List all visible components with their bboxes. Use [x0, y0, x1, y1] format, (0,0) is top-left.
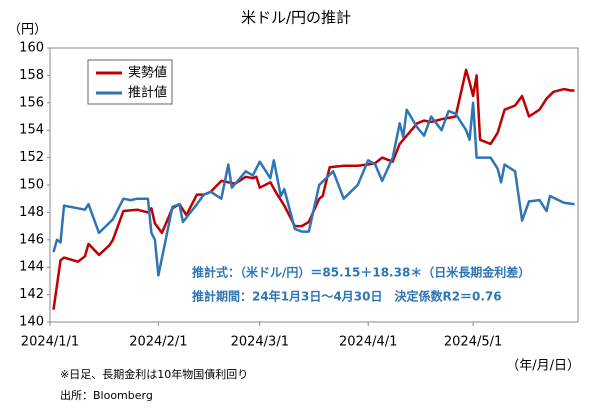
- legend-box: [87, 59, 173, 105]
- y-tick-label: 156: [19, 95, 44, 110]
- y-tick-label: 144: [19, 260, 44, 275]
- footnote: 出所：Bloomberg: [60, 388, 153, 402]
- annotation: 推計式：（米ドル/円）＝85.15＋18.38＊（日米長期金利差）: [192, 265, 530, 280]
- x-tick-label: 2024/3/1: [231, 335, 289, 350]
- y-tick-label: 146: [19, 232, 44, 247]
- legend-label: 実勢値: [128, 65, 167, 81]
- x-axis-label: （年/月/日）: [506, 359, 580, 374]
- x-tick-label: 2024/4/1: [339, 335, 397, 350]
- annotation: 推計期間：24年1月3日～4月30日 決定係数R2＝0.76: [192, 289, 502, 304]
- series-line: [52, 101, 575, 277]
- y-tick-label: 142: [19, 287, 44, 302]
- y-tick-label: 154: [19, 123, 44, 138]
- legend-label: 推計値: [128, 85, 167, 101]
- y-tick-label: 148: [19, 205, 44, 220]
- y-axis-label: （円）: [8, 23, 47, 38]
- y-tick-label: 150: [19, 178, 44, 193]
- y-tick-label: 140: [19, 315, 44, 330]
- x-tick-label: 2024/5/1: [444, 335, 502, 350]
- y-tick-label: 158: [19, 68, 44, 83]
- y-tick-label: 160: [19, 41, 44, 56]
- footnote: ※日足、長期金利は10年物国債利回り: [60, 367, 248, 381]
- y-tick-label: 152: [19, 150, 44, 165]
- chart-title: 米ドル/円の推計: [241, 9, 351, 27]
- x-tick-label: 2024/1/1: [21, 335, 79, 350]
- x-tick-label: 2024/2/1: [129, 335, 187, 350]
